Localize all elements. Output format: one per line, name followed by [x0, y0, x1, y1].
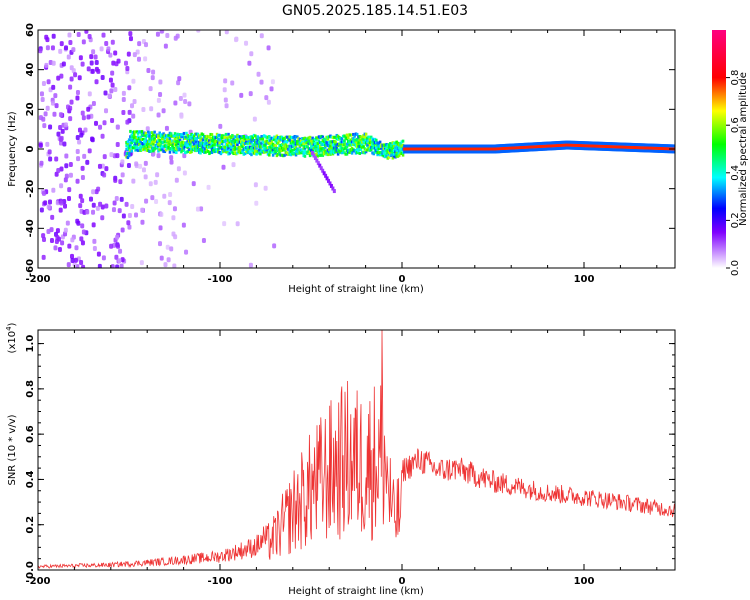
colorbar-gradient — [712, 30, 726, 268]
colorbar-tick-label: 0.2 — [730, 212, 741, 228]
bottom-y-tick-label: 1.0 — [25, 335, 36, 353]
snr-panel: -200 -100 0 100 0.0 0.2 0.4 0.6 0.8 1.0 Height o… — [5, 322, 676, 597]
top-x-tick-label: -200 — [25, 274, 50, 285]
colorbar-ticks: 0.0 0.2 0.4 0.6 0.8 — [726, 70, 741, 276]
top-x-ticks: -200 -100 0 100 — [25, 30, 658, 285]
bottom-x-tick-label: 0 — [399, 576, 406, 587]
bottom-x-axis-label: Height of straight line (km) — [288, 586, 424, 597]
top-x-axis-label: Height of straight line (km) — [288, 284, 424, 295]
top-y-axis-label: Frequency (Hz) — [7, 111, 18, 187]
top-x-tick-label: 100 — [574, 274, 595, 285]
colorbar-tick-label: 0.8 — [730, 70, 741, 86]
snr-series-line — [38, 330, 675, 569]
bottom-y-axis-label: SNR (10 * v/v) — [7, 414, 18, 485]
heatmap-cells — [38, 30, 675, 268]
bottom-x-tick-label: -100 — [207, 576, 232, 587]
top-x-tick-label: 0 — [399, 274, 406, 285]
bottom-y-tick-label: 0.4 — [25, 471, 36, 489]
bottom-y-tick-label: 0.6 — [25, 425, 36, 443]
page-title: GN05.2025.185.14.51.E03 — [281, 3, 469, 19]
bottom-plot-frame — [37, 329, 676, 571]
colorbar-tick-label: 0.0 — [730, 260, 741, 276]
top-y-ticks: -60 -40 -20 0 20 40 60 — [25, 23, 675, 277]
top-y-tick-label: 60 — [25, 23, 36, 37]
svg-text:(x104): (x104) — [5, 322, 18, 353]
colorbar-label: Normalized spectral amplitude — [738, 72, 749, 226]
y-scale-multiplier: (x104) — [5, 322, 18, 353]
top-y-tick-label: -60 — [25, 259, 36, 277]
top-y-tick-label: 0 — [25, 145, 36, 152]
colorbar: 0.0 0.2 0.4 0.6 0.8 Normalized spectral ampl… — [712, 30, 749, 276]
colorbar-tick-label: 0.6 — [730, 117, 741, 133]
bottom-x-ticks: -200 -100 0 100 — [25, 330, 658, 587]
bottom-y-tick-label: 0.0 — [25, 561, 36, 579]
bottom-y-tick-label: 0.2 — [25, 516, 36, 534]
bottom-x-tick-label: -200 — [25, 576, 50, 587]
bottom-y-tick-label: 0.8 — [25, 380, 36, 398]
top-y-tick-label: 20 — [25, 102, 36, 116]
bottom-x-tick-label: 100 — [574, 576, 595, 587]
colorbar-tick-label: 0.4 — [730, 165, 741, 181]
top-y-tick-label: -20 — [25, 180, 36, 198]
top-y-tick-label: 40 — [25, 63, 36, 77]
bottom-y-ticks: 0.0 0.2 0.4 0.6 0.8 1.0 — [25, 335, 675, 579]
top-y-tick-label: -40 — [25, 219, 36, 237]
top-x-tick-label: -100 — [207, 274, 232, 285]
